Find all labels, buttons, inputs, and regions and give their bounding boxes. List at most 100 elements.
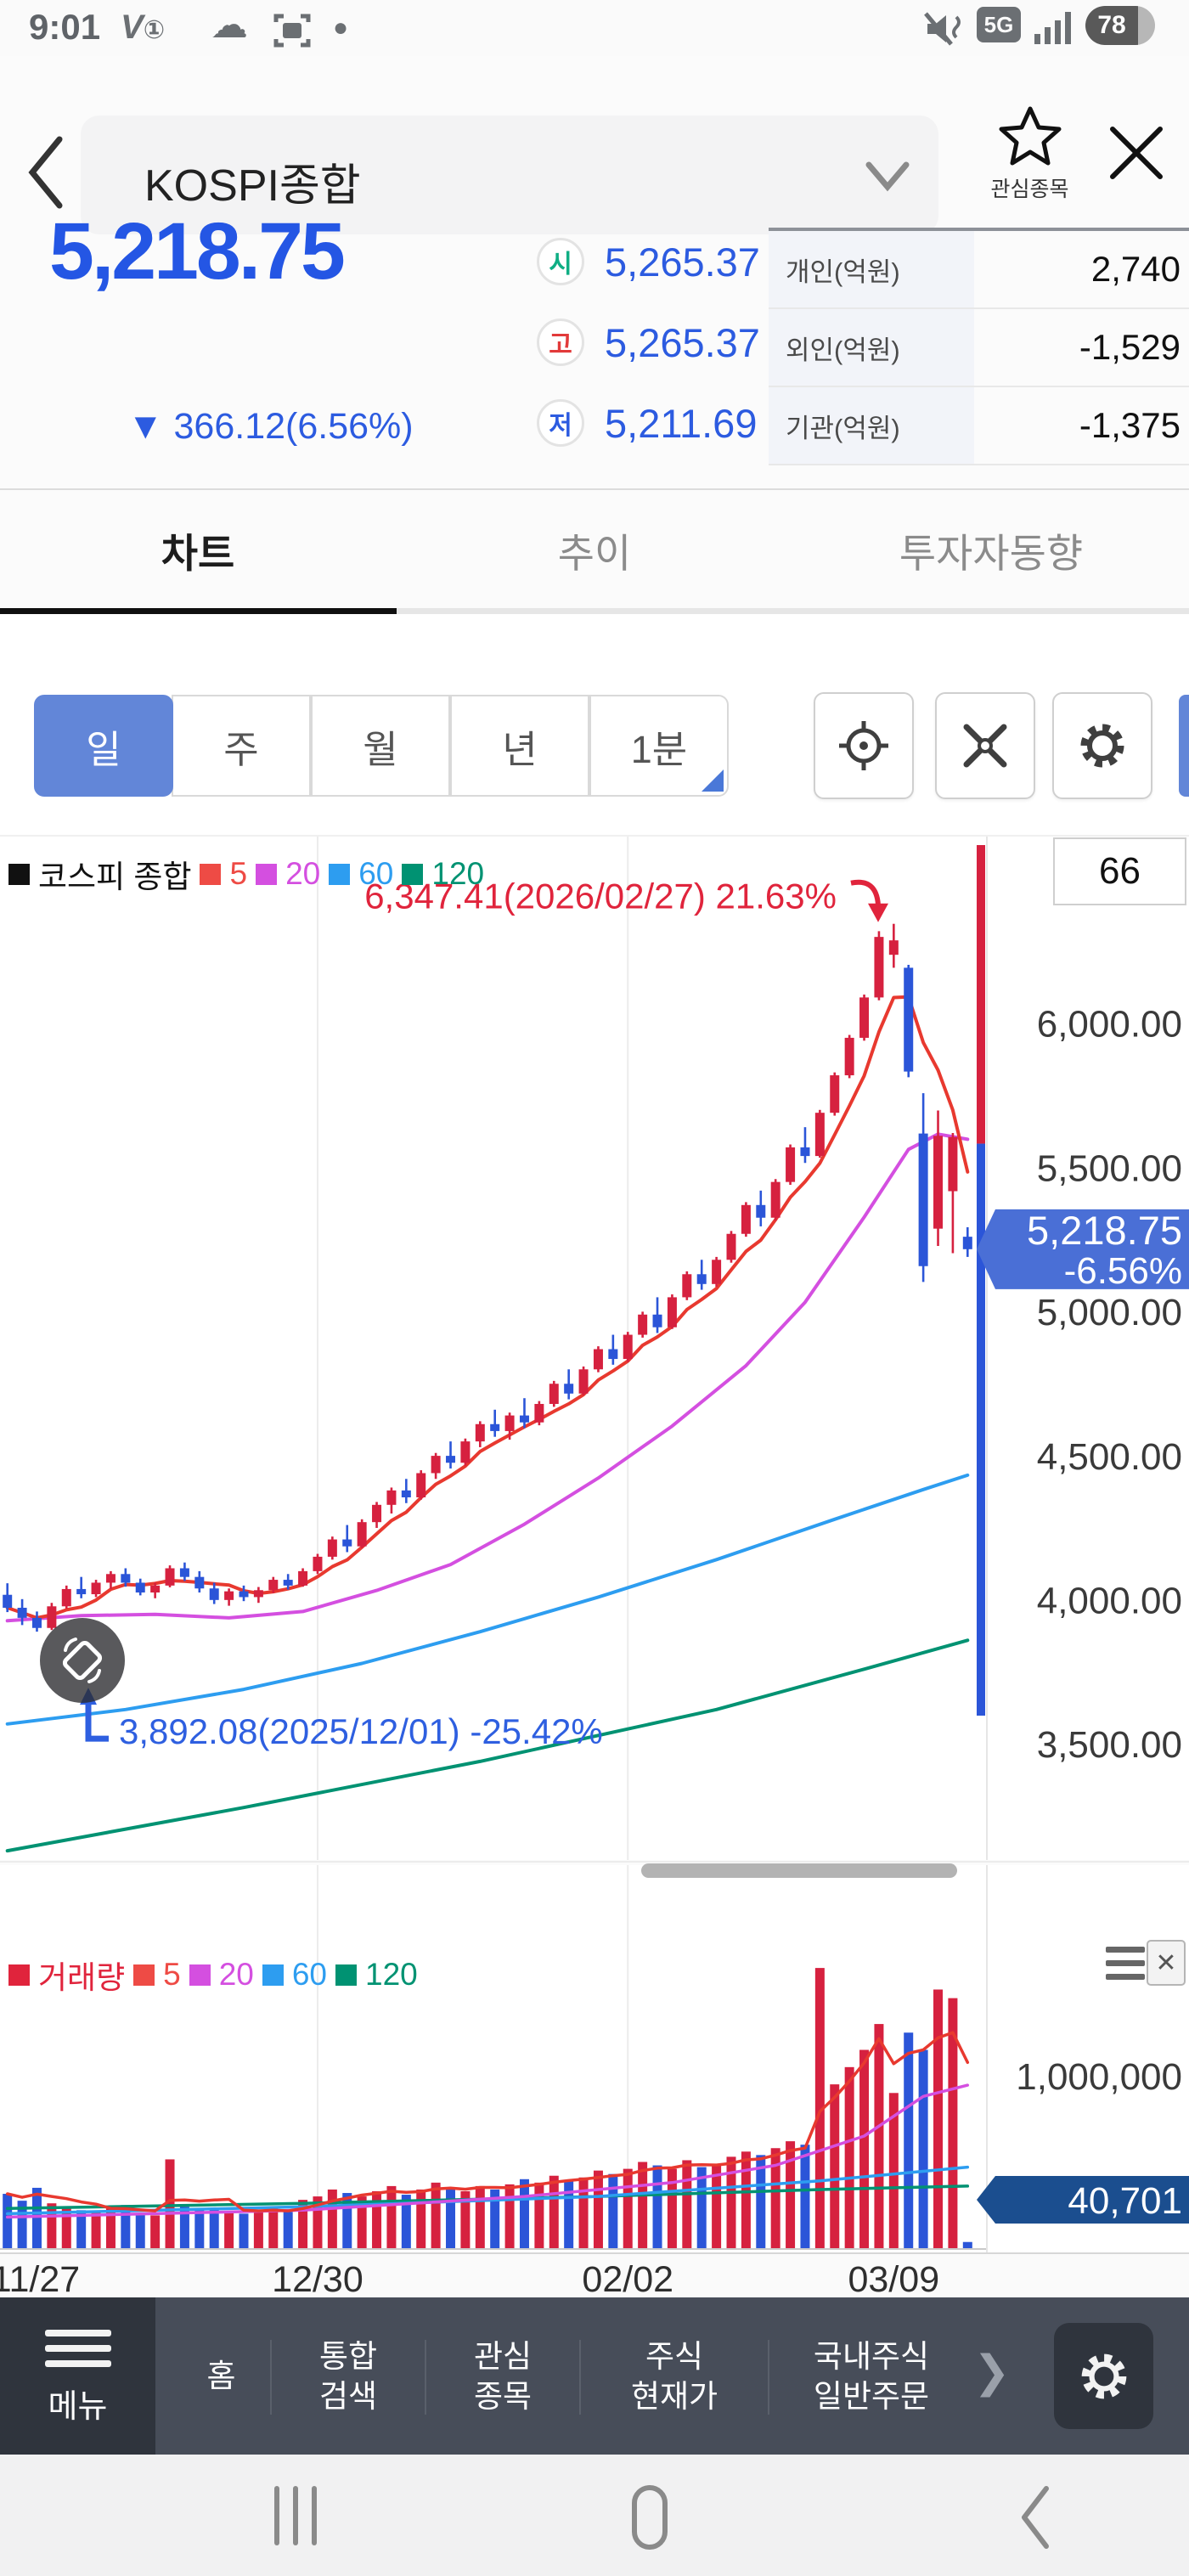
pane-resize-handle[interactable] (641, 1863, 957, 1878)
price-chart-pane[interactable] (0, 837, 1189, 1860)
candle-body (91, 1582, 101, 1595)
candle-body (786, 1147, 796, 1182)
pane-divider (0, 1861, 1189, 1863)
candle-body (253, 1590, 263, 1598)
period-minute-button[interactable]: 1분 (589, 695, 729, 797)
favorite-button[interactable]: 관심종목 (977, 105, 1083, 233)
series-swatch (8, 863, 30, 885)
tab-chart[interactable]: 차트 (161, 530, 235, 576)
volume-bar (76, 2210, 87, 2249)
volume-pane-menu-icon[interactable] (1106, 1947, 1145, 1982)
rotate-screen-icon (62, 1637, 103, 1683)
nav-search[interactable]: 통합 검색 (318, 2338, 378, 2414)
volume-bar (770, 2148, 780, 2249)
volume-bar (460, 2190, 471, 2249)
period-year-button[interactable]: 년 (450, 695, 589, 797)
candle-body (460, 1441, 471, 1463)
home-icon[interactable] (630, 2483, 669, 2551)
close-icon[interactable] (1106, 122, 1167, 183)
volume-bar (135, 2213, 145, 2249)
crosshair-button[interactable] (814, 692, 914, 799)
candle-body (549, 1384, 559, 1405)
volume-bar (712, 2163, 722, 2249)
volume-bar (578, 2177, 589, 2249)
candle-body (298, 1570, 308, 1586)
volume-pane-close-button[interactable]: ✕ (1147, 1940, 1186, 1986)
mute-icon (924, 12, 961, 46)
price-axis-label: 5,500.00 (1037, 1147, 1182, 1189)
android-nav-bar (0, 2455, 1189, 2576)
candle-body (933, 1136, 944, 1229)
nav-home[interactable]: 홈 (206, 2359, 236, 2393)
period-day-button[interactable]: 일 (34, 695, 173, 797)
candle-body (475, 1423, 485, 1442)
nav-watchlist[interactable]: 관심 종목 (473, 2338, 533, 2414)
volume-bar (844, 2066, 854, 2249)
volume-bar (357, 2196, 367, 2249)
candle-body (3, 1594, 13, 1608)
corner-triangle-icon (702, 769, 724, 792)
volume-bar (948, 1998, 958, 2249)
volume-bar (327, 2189, 337, 2249)
chevron-down-icon[interactable] (862, 156, 913, 197)
candle-body (431, 1456, 441, 1474)
candle-body (17, 1607, 27, 1618)
nav-domestic-order[interactable]: 국내주식 일반주문 (813, 2338, 930, 2414)
volume-bar (786, 2141, 796, 2249)
tab-trend[interactable]: 추이 (557, 530, 632, 576)
recents-icon[interactable] (270, 2483, 321, 2548)
volume-chart[interactable]: 1,000,000 40,701 (0, 1865, 1189, 2252)
open-value: 5,265.37 (605, 239, 760, 285)
low-badge: 저 (537, 399, 584, 447)
nav-stock-price[interactable]: 주식 현재가 (630, 2338, 718, 2414)
candle-body (918, 1133, 928, 1266)
menu-button[interactable]: 메뉴 (0, 2297, 155, 2455)
volte-icon: V① (121, 8, 166, 46)
volume-bar (756, 2155, 766, 2249)
volume-bar (534, 2182, 544, 2249)
candle-body (888, 940, 899, 955)
volume-bar (150, 2215, 161, 2249)
volume-bar (446, 2187, 456, 2249)
volume-bar (209, 2208, 219, 2249)
hamburger-icon (44, 2330, 111, 2336)
table-row: 외인(억원) -1,529 (769, 309, 1189, 387)
candle-body (844, 1037, 854, 1076)
candle-body (756, 1204, 766, 1218)
volume-bar (593, 2170, 603, 2249)
candle-body (209, 1588, 219, 1600)
candle-body (490, 1423, 500, 1431)
candle-body (386, 1490, 397, 1505)
volume-bar (31, 2187, 42, 2249)
crosshair-icon (839, 721, 888, 770)
favorite-label: 관심종목 (990, 178, 1069, 201)
period-month-button[interactable]: 월 (311, 695, 450, 797)
volume-bar (638, 2162, 648, 2249)
candle-body (121, 1574, 131, 1583)
price-chart[interactable]: 6,000.00 5,500.00 5,000.00 4,500.00 4,000.00… (0, 837, 1189, 1860)
candle-body (327, 1539, 337, 1557)
volume-bar (253, 2210, 263, 2249)
bottom-toolbar: 메뉴 홈 통합 검색 관심 종목 주식 현재가 국내주식 일반주문 ❯ (0, 2297, 1189, 2455)
nav-more-chevron-icon[interactable]: ❯ (973, 2348, 1011, 2397)
tab-underline-track (0, 608, 1189, 614)
tab-investor-trend[interactable]: 투자자동향 (899, 530, 1084, 576)
candle-body (814, 1113, 825, 1157)
volume-bar (874, 2024, 884, 2249)
volume-bar (859, 2049, 870, 2249)
candle-body (401, 1490, 411, 1497)
back-nav-icon[interactable] (1016, 2483, 1053, 2551)
partial-next-button[interactable] (1179, 695, 1189, 797)
period-week-button[interactable]: 주 (172, 695, 311, 797)
draw-tools-button[interactable] (935, 692, 1035, 799)
chart-settings-button[interactable] (1052, 692, 1152, 799)
candle-body (859, 997, 870, 1038)
volume-axis-label: 1,000,000 (1016, 2056, 1182, 2098)
volume-tag-value: 40,701 (1068, 2180, 1182, 2222)
back-icon[interactable] (24, 134, 66, 211)
toolbar-settings-button[interactable] (1054, 2323, 1153, 2429)
volume-bar (564, 2180, 574, 2249)
volume-bar (268, 2207, 279, 2249)
symbol-selector[interactable]: KOSPI종합 (81, 116, 938, 234)
rotate-screen-button[interactable] (40, 1618, 125, 1703)
